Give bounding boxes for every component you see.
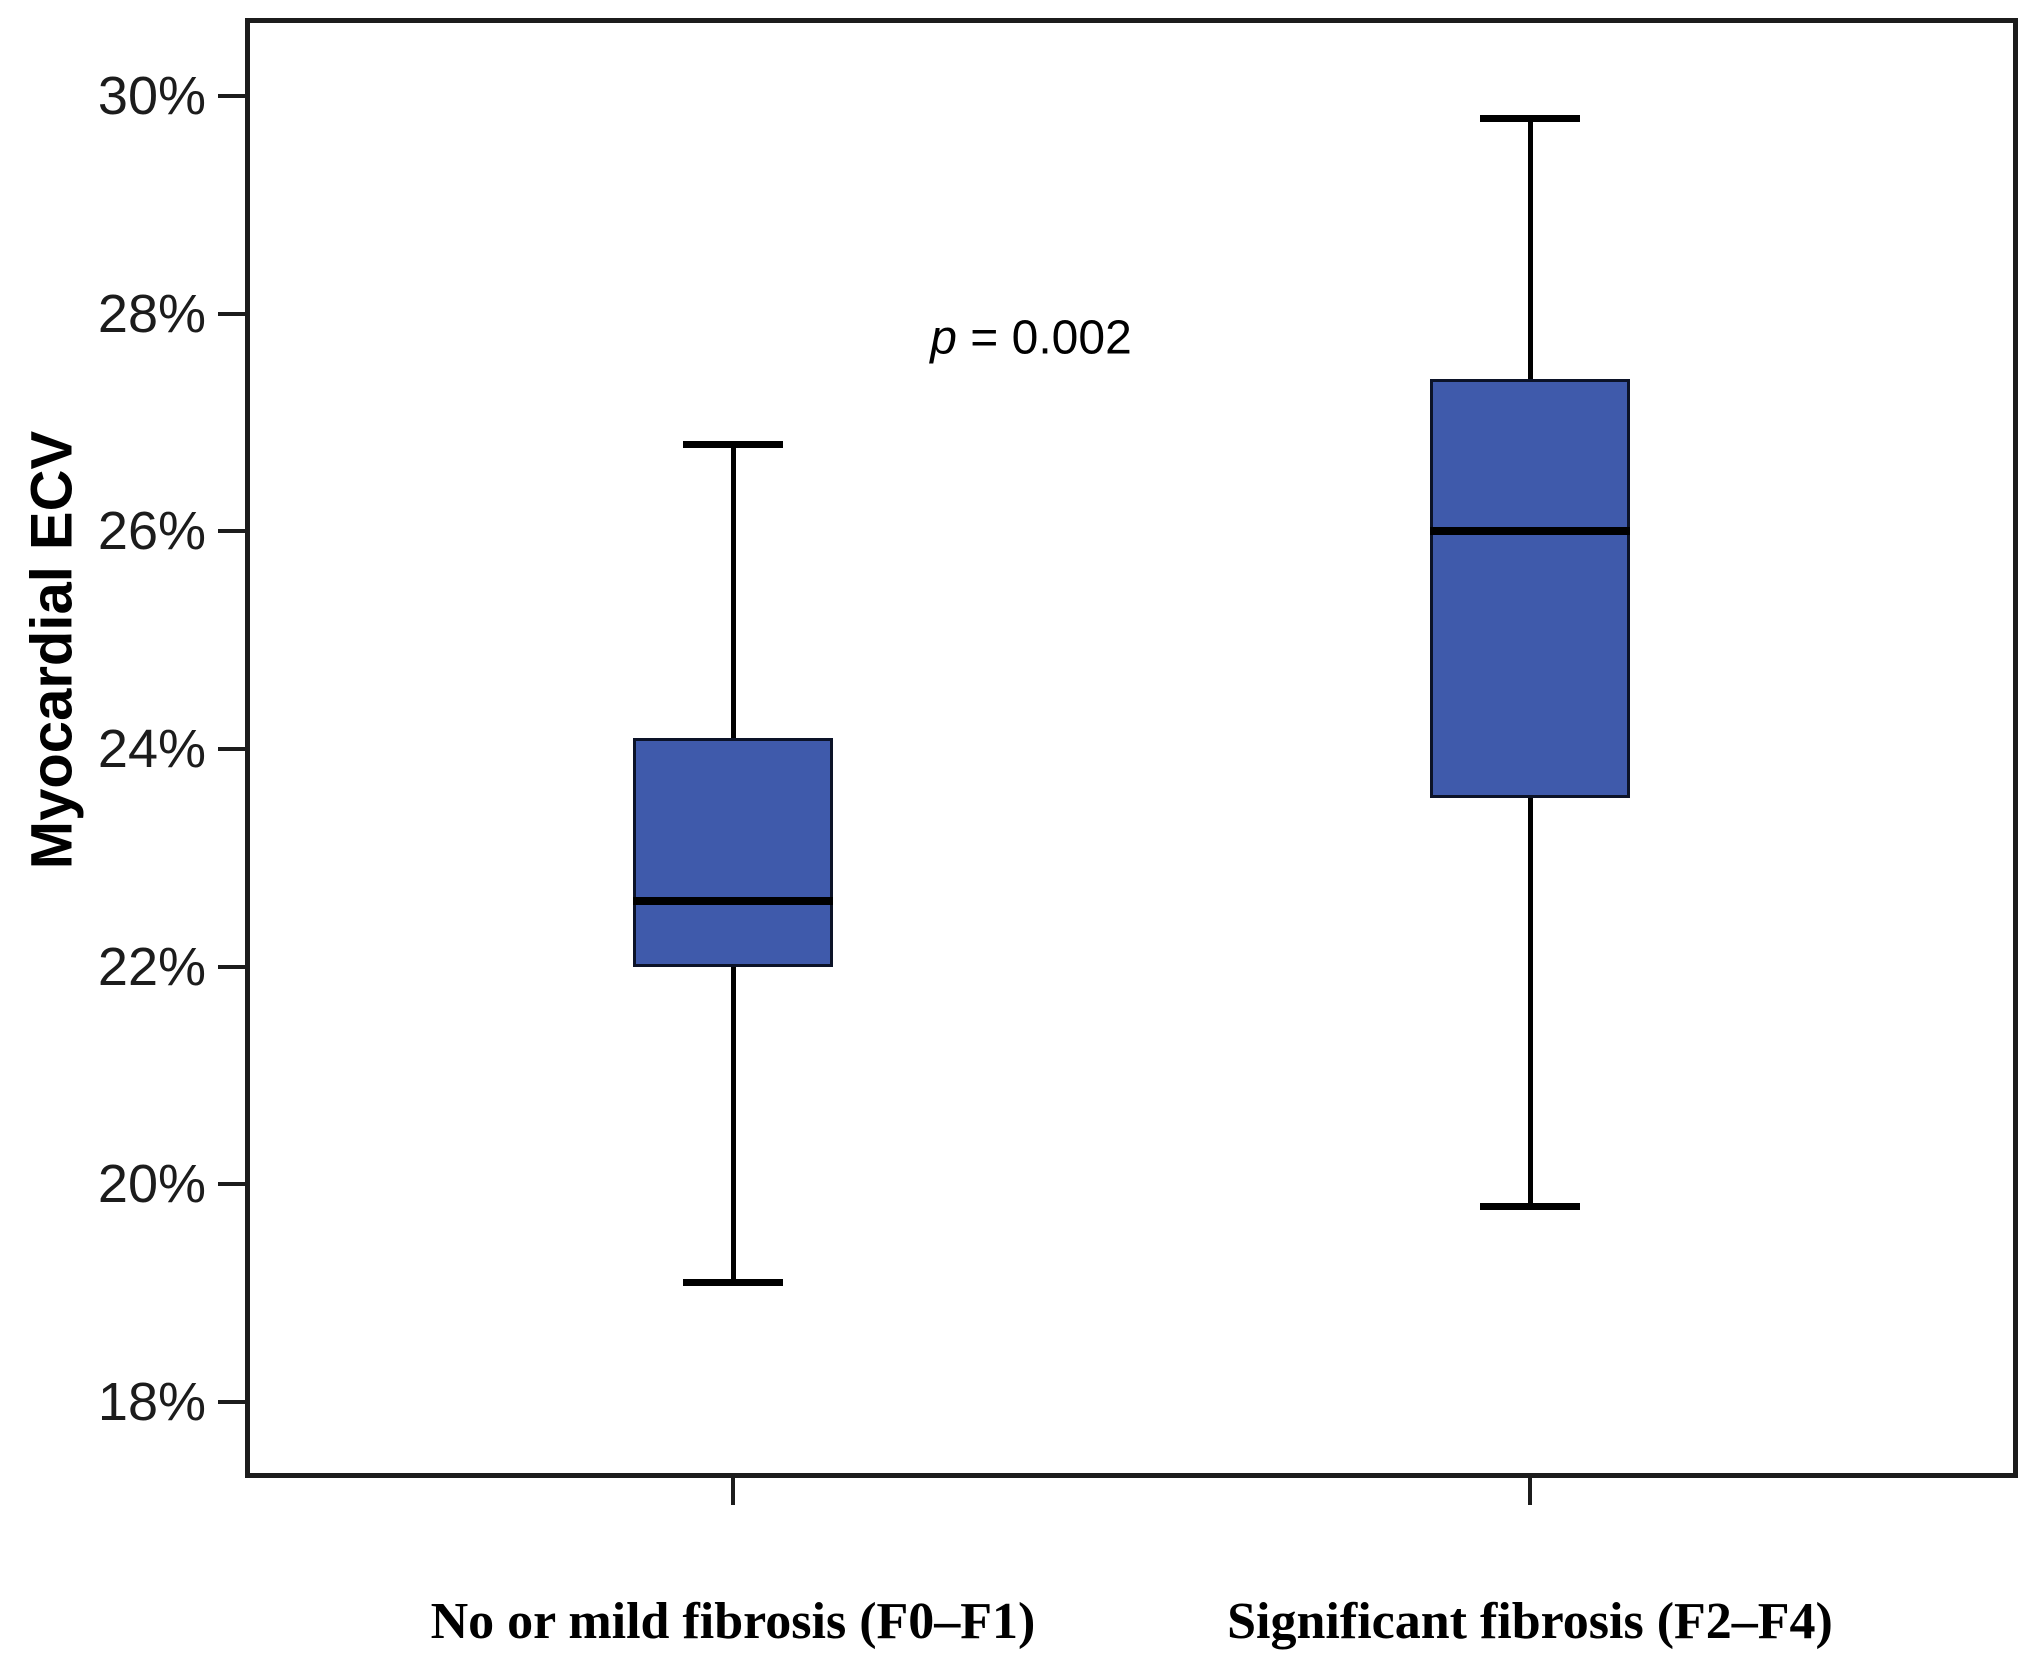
y-axis-tick-label: 24% [97, 718, 206, 779]
iqr-box [1430, 378, 1630, 798]
x-axis-tick-mark [731, 1477, 735, 1505]
upper-whisker-stem [1527, 117, 1533, 379]
upper-whisker-stem [730, 444, 736, 739]
p-value-annotation: p = 0.002 [930, 311, 1132, 366]
upper-whisker-cap [1480, 114, 1580, 122]
plot-area-frame [245, 18, 2018, 1478]
y-axis-tick-label: 30% [97, 66, 206, 126]
iqr-box [633, 738, 833, 967]
p-symbol: p [930, 311, 957, 365]
lower-whisker-stem [1527, 797, 1533, 1207]
y-axis-tick-label: 28% [97, 283, 206, 344]
y-axis-tick-mark [218, 746, 248, 751]
lower-whisker-cap [1480, 1203, 1580, 1211]
category-label: No or mild fibrosis (F0–F1) [430, 1593, 1036, 1650]
category-label: Significant fibrosis (F2–F4) [1227, 1593, 1833, 1650]
lower-whisker-stem [730, 966, 736, 1283]
y-axis-tick-label: 26% [97, 501, 206, 562]
y-axis-tick-mark [218, 964, 248, 969]
y-axis-tick-label: 18% [97, 1371, 206, 1432]
y-axis-tick-label: 20% [97, 1154, 206, 1215]
lower-whisker-cap [683, 1279, 783, 1287]
y-axis-tick-mark [218, 529, 248, 534]
y-axis-tick-mark [218, 311, 248, 316]
y-axis-tick-mark [218, 1399, 248, 1404]
y-axis-title: Myocardial ECV [19, 430, 85, 870]
y-axis-tick-label: 22% [97, 936, 206, 997]
y-axis-tick-mark [218, 94, 248, 98]
upper-whisker-cap [683, 441, 783, 449]
median-line [1430, 527, 1630, 536]
median-line [633, 897, 833, 906]
p-value-text: = 0.002 [956, 311, 1132, 365]
x-axis-tick-mark [1528, 1477, 1532, 1505]
y-axis-tick-mark [218, 1182, 248, 1187]
